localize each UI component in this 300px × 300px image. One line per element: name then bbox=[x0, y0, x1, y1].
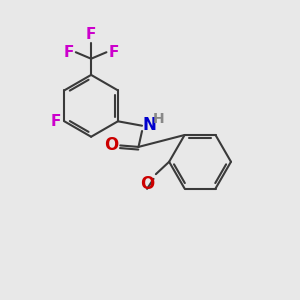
Text: N: N bbox=[142, 116, 157, 134]
Text: O: O bbox=[140, 175, 154, 193]
Text: F: F bbox=[108, 45, 118, 60]
Text: H: H bbox=[153, 112, 165, 126]
Text: F: F bbox=[50, 114, 61, 129]
Text: F: F bbox=[64, 45, 74, 60]
Text: O: O bbox=[103, 136, 118, 154]
Text: F: F bbox=[86, 27, 96, 42]
